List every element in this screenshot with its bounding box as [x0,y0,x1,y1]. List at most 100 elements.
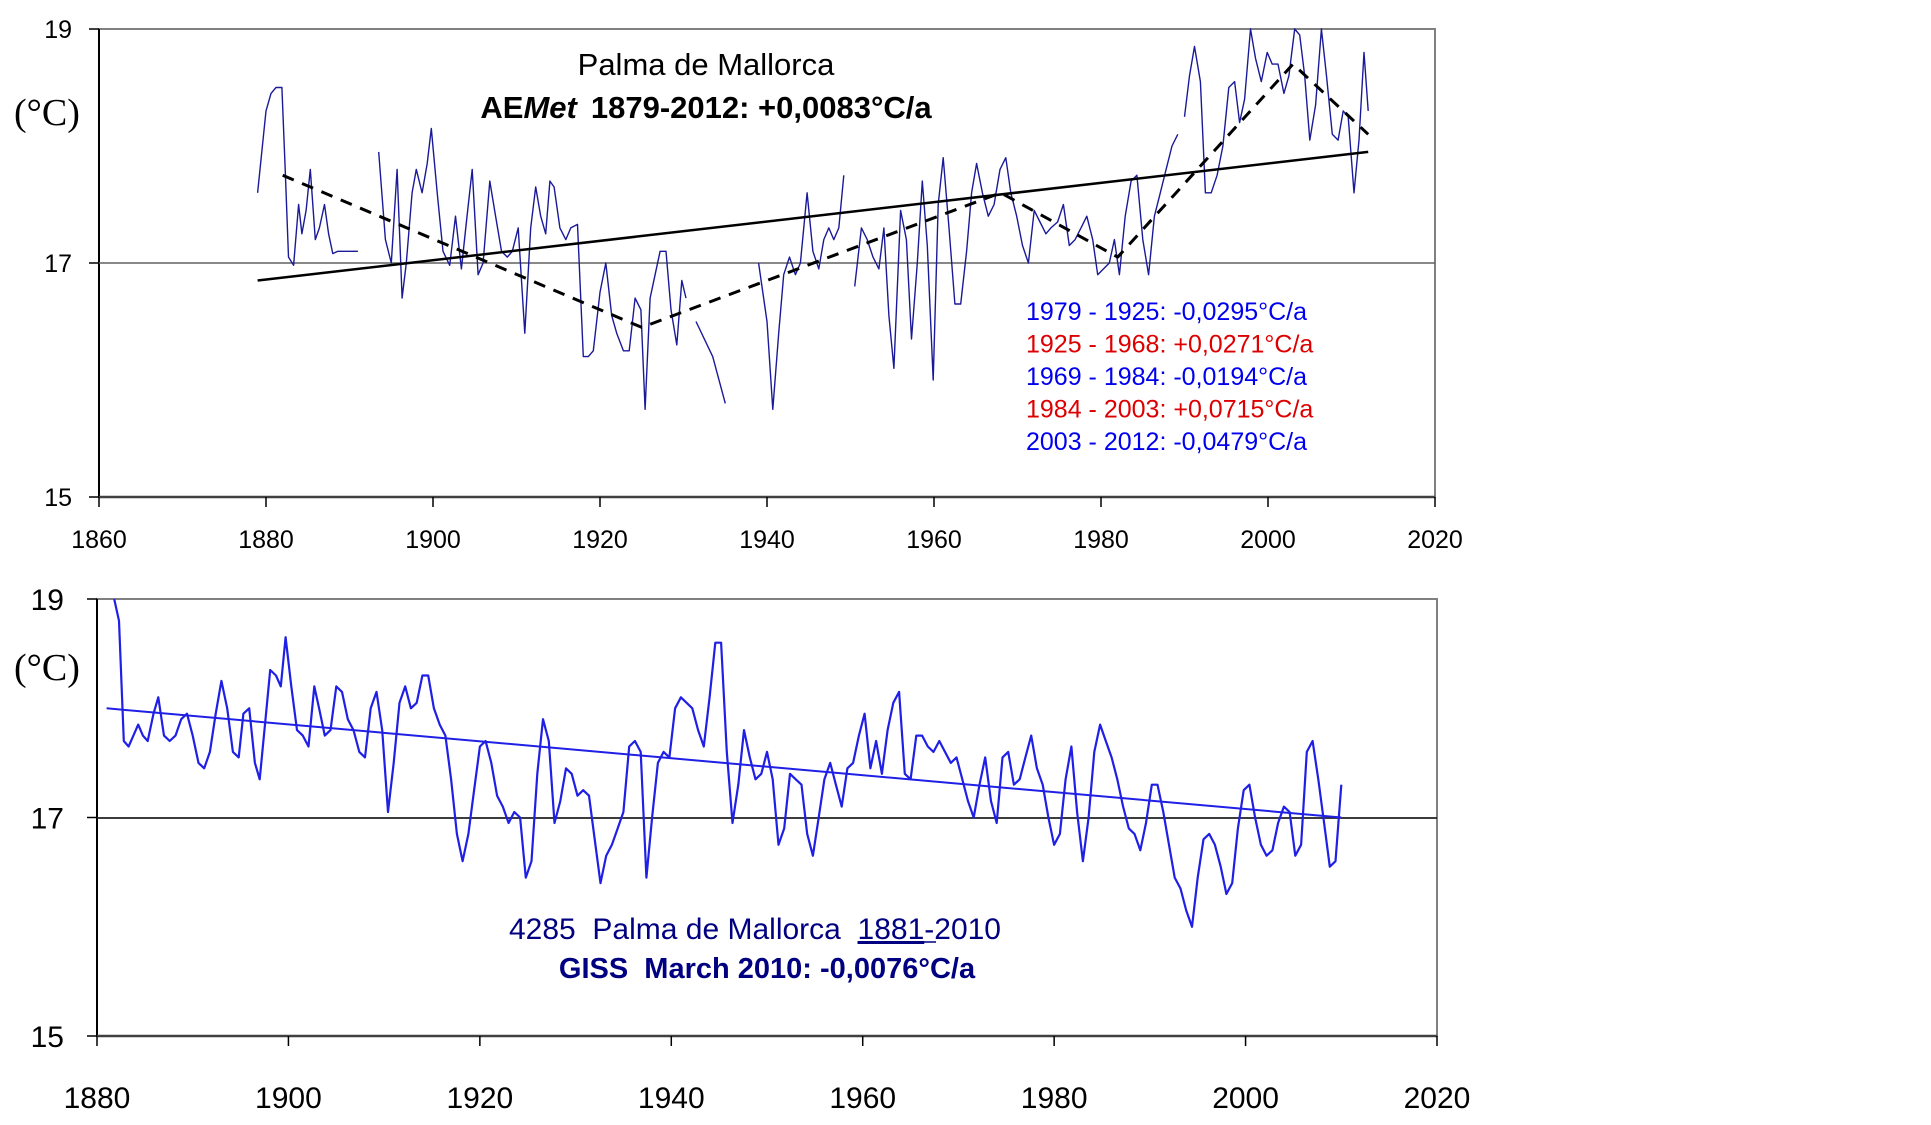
data-point [1244,99,1245,100]
data-point [755,779,756,780]
data-point [1154,216,1155,217]
data-point [766,751,767,752]
data-point [1205,192,1206,193]
data-point [818,817,819,818]
data-point [847,768,848,769]
linear-trend-line [106,707,1342,819]
data-point [169,740,170,741]
data-point [336,686,337,687]
data-point [870,768,871,769]
data-point [1128,828,1129,829]
x-tick-label: 2020 [1404,1082,1471,1115]
data-point [175,735,176,736]
temperature-series-line [256,86,358,266]
data-point [1119,274,1120,275]
data-point [807,833,808,834]
data-point [502,806,503,807]
data-point [1180,888,1181,889]
data-point [265,719,266,720]
data-point [982,192,983,193]
bottom-chart-subtitle: GISS March 2010: -0,0076°C/a [559,953,976,985]
data-point [1136,175,1137,176]
data-point [391,262,392,263]
data-point [655,274,656,275]
data-point [726,751,727,752]
data-point [1272,64,1273,65]
data-point [657,762,658,763]
data-point [293,265,294,266]
data-point [1131,181,1132,182]
data-point [330,730,331,731]
data-point [1191,926,1192,927]
data-point [721,642,722,643]
data-point [445,735,446,736]
bottom-title-station: 4285 Palma de Mallorca [509,913,858,946]
trend-annotation: 2003 - 2012: -0,0479°C/a [1026,428,1307,456]
data-point [606,855,607,856]
data-point [554,186,555,187]
data-point [950,762,951,763]
bottom-title-end-year: -2010 [924,913,1001,946]
x-tick-label: 1880 [64,1082,131,1115]
data-point [1151,784,1152,785]
data-point [455,216,456,217]
data-point [878,268,879,269]
data-point [1088,817,1089,818]
data-point [966,251,967,252]
trend-annotation: 1925 - 1968: +0,0271°C/a [1026,331,1313,359]
data-point [685,298,686,299]
y-tick-label: 15 [31,1021,64,1054]
data-point [1022,245,1023,246]
data-point [433,708,434,709]
data-point [922,735,923,736]
data-point [789,773,790,774]
x-tick-label: 1940 [638,1082,705,1115]
data-point [843,175,844,176]
data-point [565,768,566,769]
data-point [1186,910,1187,911]
data-point [1261,81,1262,82]
data-point [1097,274,1098,275]
data-point [535,186,536,187]
data-point [1082,861,1083,862]
data-point [439,724,440,725]
data-point [1343,110,1344,111]
data-point [341,251,342,252]
data-point [209,751,210,752]
top-chart-subtitle: AEMet 1879-2012: +0,0083°C/a [480,90,932,125]
data-point [954,303,955,304]
data-point [594,839,595,840]
data-point [971,192,972,193]
data-point [629,350,630,351]
data-point [1019,779,1020,780]
data-point [1228,87,1229,88]
data-point [681,280,682,281]
data-point [1301,844,1302,845]
data-point [888,315,889,316]
data-point [1211,192,1212,193]
data-point [397,169,398,170]
data-point [985,757,986,758]
data-point [1277,64,1278,65]
data-point [385,239,386,240]
subtitle-met: Met [523,90,578,125]
data-point [640,309,641,310]
data-point [405,686,406,687]
data-point [828,227,829,228]
data-point [359,751,360,752]
data-point [559,227,560,228]
data-point [114,598,115,599]
data-point [530,227,531,228]
data-point [1250,28,1251,29]
data-point [410,708,411,709]
data-point [872,257,873,258]
data-point [302,735,303,736]
data-point [416,702,417,703]
data-point [812,251,813,252]
data-point [1092,239,1093,240]
data-point [1363,52,1364,53]
data-point [599,292,600,293]
data-point [298,204,299,205]
data-point [1324,822,1325,823]
data-point [308,746,309,747]
